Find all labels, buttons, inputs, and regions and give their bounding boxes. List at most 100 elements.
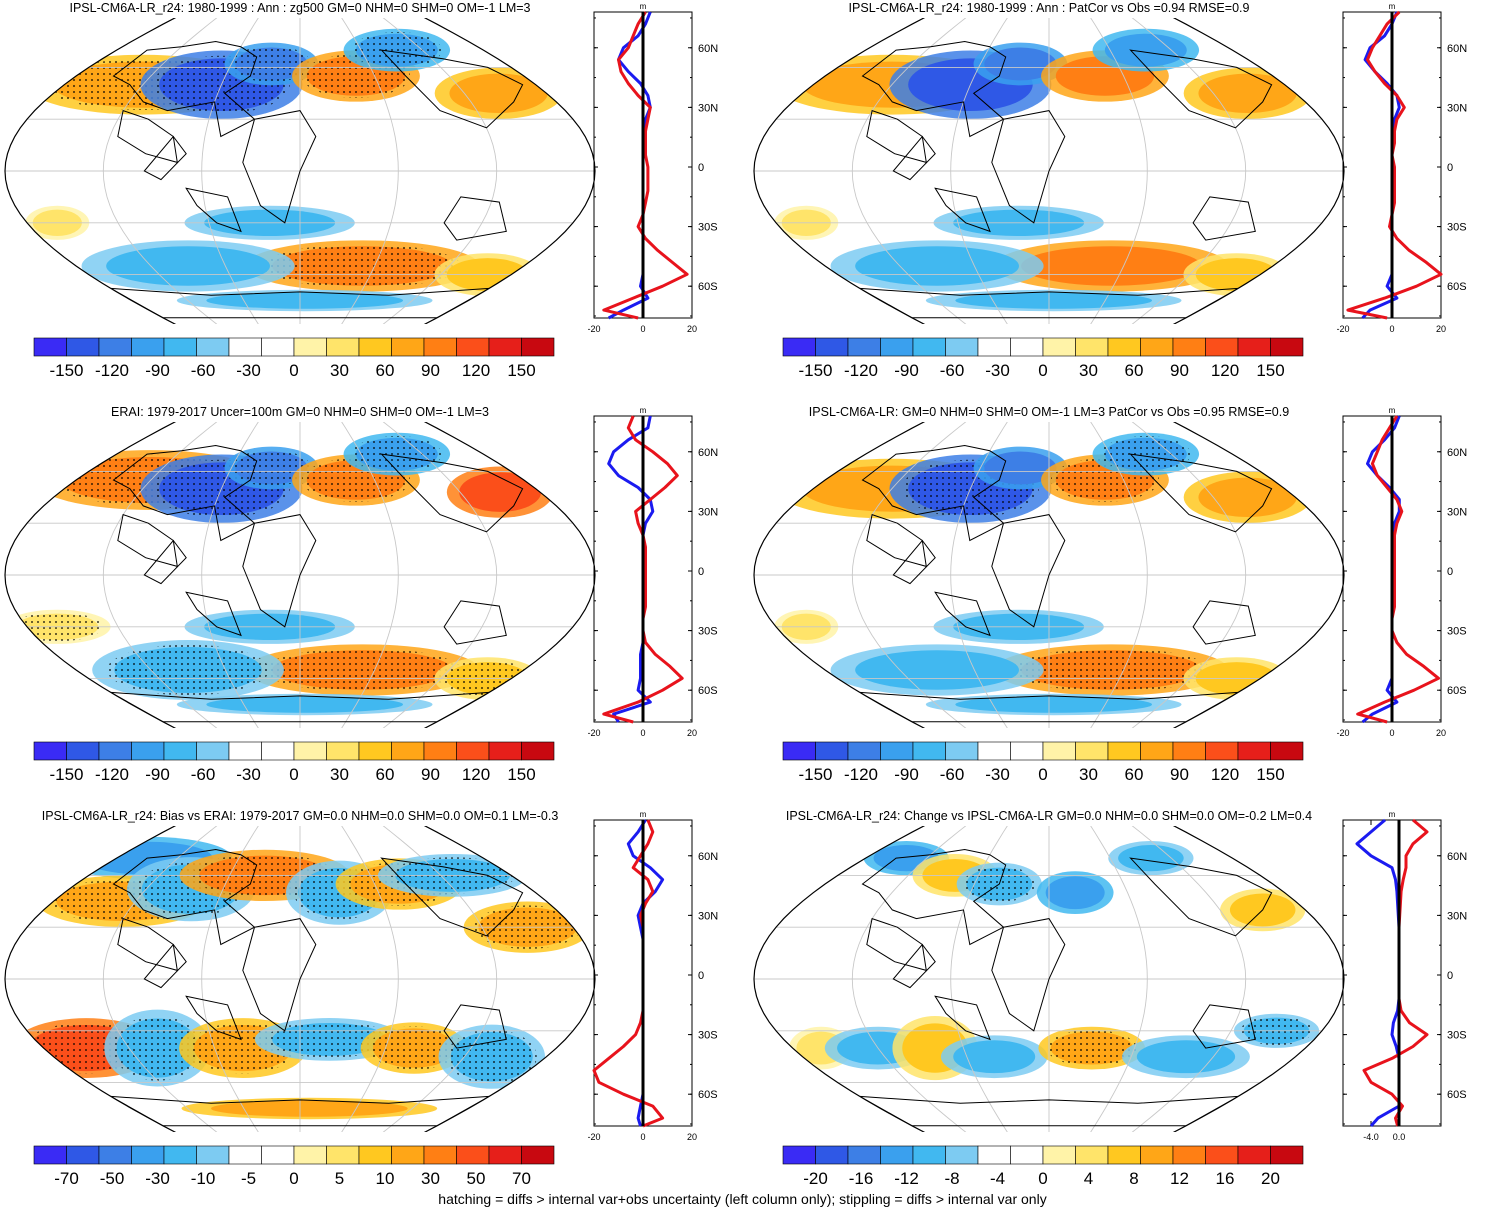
coastline bbox=[443, 1004, 507, 1049]
colorbar-label: 60 bbox=[376, 361, 395, 380]
colorbar-swatch bbox=[782, 337, 816, 357]
panel-title: IPSL-CM6A-LR_r24: 1980-1999 : Ann : zg50… bbox=[69, 1, 531, 15]
meridian-line bbox=[102, 826, 220, 1132]
anomaly-core bbox=[1104, 33, 1187, 67]
lat-label: 30S bbox=[1447, 1030, 1467, 1042]
coastline bbox=[892, 135, 936, 181]
panel-change-vs-ensemble: IPSL-CM6A-LR_r24: Change vs IPSL-CM6A-LR… bbox=[749, 808, 1485, 1212]
lat-label: 60S bbox=[1447, 685, 1467, 697]
anomaly-core bbox=[1045, 876, 1105, 910]
x-tick-label: -20 bbox=[1337, 324, 1350, 334]
coastline bbox=[892, 943, 936, 989]
colorbar-label: 60 bbox=[376, 765, 395, 784]
colorbar-swatch bbox=[98, 1145, 132, 1165]
colorbar-label: 0 bbox=[289, 361, 298, 380]
zonal-mean-profile: m 60N 30N 0 30S 60S -4.0 0.0 bbox=[1342, 810, 1467, 1142]
profile-unit: m bbox=[1389, 406, 1396, 415]
meridian-line bbox=[380, 826, 498, 1132]
x-tick-label: 0 bbox=[1389, 728, 1394, 738]
colorbar: -150 -120 -90 -60 -30 0 30 60 90 120 150 bbox=[782, 741, 1304, 784]
lat-label: 30N bbox=[698, 910, 718, 922]
colorbar-label: 0 bbox=[1038, 361, 1047, 380]
colorbar-label: -120 bbox=[95, 765, 129, 784]
colorbar-swatch bbox=[815, 741, 849, 761]
coastline bbox=[859, 1095, 1239, 1127]
colorbar-label: -16 bbox=[849, 1169, 874, 1188]
x-tick-label: -20 bbox=[588, 728, 601, 738]
colorbar-swatch bbox=[1107, 741, 1141, 761]
coastline bbox=[143, 943, 187, 989]
colorbar-label: 16 bbox=[1216, 1169, 1235, 1188]
colorbar-swatch bbox=[977, 337, 1011, 357]
coastline bbox=[110, 691, 490, 723]
anomaly-core bbox=[1021, 246, 1202, 286]
model-zonal-line bbox=[602, 415, 684, 724]
colorbar-swatch bbox=[521, 741, 555, 761]
colorbar-label: -20 bbox=[803, 1169, 828, 1188]
profile-unit: m bbox=[1389, 810, 1396, 819]
stippling bbox=[351, 436, 442, 473]
meridian-line bbox=[950, 18, 1010, 324]
colorbar-swatch bbox=[1042, 741, 1076, 761]
colorbar-swatch bbox=[131, 1145, 165, 1165]
lat-label: 30S bbox=[1447, 222, 1467, 234]
lat-label: 60S bbox=[698, 685, 718, 697]
colorbar-swatch bbox=[1075, 1145, 1109, 1165]
lat-label: 30N bbox=[698, 102, 718, 114]
meridian-line bbox=[851, 826, 969, 1132]
colorbar: -150 -120 -90 -60 -30 0 30 60 90 120 150 bbox=[33, 741, 555, 784]
profile-unit: m bbox=[1389, 2, 1396, 11]
colorbar-swatch bbox=[1205, 337, 1239, 357]
colorbar-swatch bbox=[261, 741, 295, 761]
colorbar-swatch bbox=[977, 741, 1011, 761]
colorbar-swatch bbox=[228, 1145, 262, 1165]
colorbar-swatch bbox=[521, 337, 555, 357]
colorbar-label: -30 bbox=[985, 765, 1010, 784]
colorbar-swatch bbox=[880, 1145, 914, 1165]
colorbar-label: 0 bbox=[289, 765, 298, 784]
colorbar-label: -5 bbox=[241, 1169, 256, 1188]
anomaly-core bbox=[855, 246, 1020, 286]
lat-label: 60S bbox=[1447, 1089, 1467, 1101]
colorbar-label: 8 bbox=[1129, 1169, 1138, 1188]
coastline bbox=[242, 110, 317, 224]
colorbar-swatch bbox=[1107, 1145, 1141, 1165]
meridian-line bbox=[380, 422, 498, 728]
x-tick-label: 20 bbox=[687, 1132, 697, 1142]
colorbar-swatch bbox=[488, 337, 522, 357]
lat-label: 0 bbox=[698, 566, 704, 578]
colorbar-swatch bbox=[945, 337, 979, 357]
robinson-map bbox=[4, 826, 596, 1132]
colorbar-label: -150 bbox=[49, 765, 83, 784]
colorbar-swatch bbox=[33, 741, 67, 761]
coastline bbox=[443, 600, 507, 645]
meridian-line bbox=[1129, 422, 1247, 728]
colorbar-swatch bbox=[1042, 337, 1076, 357]
meridian-line bbox=[1129, 826, 1247, 1132]
colorbar-label: -90 bbox=[894, 765, 919, 784]
colorbar-swatch bbox=[66, 337, 100, 357]
colorbar-label: 150 bbox=[507, 361, 535, 380]
coastline bbox=[1192, 1004, 1256, 1049]
colorbar-label: -60 bbox=[191, 361, 216, 380]
stippling bbox=[112, 1015, 203, 1081]
colorbar-swatch bbox=[521, 1145, 555, 1165]
anomaly-core bbox=[855, 650, 1020, 690]
panel-bias-vs-erai: IPSL-CM6A-LR_r24: Bias vs ERAI: 1979-201… bbox=[0, 808, 742, 1212]
stippling bbox=[351, 32, 442, 69]
colorbar-swatch bbox=[488, 741, 522, 761]
map-border bbox=[753, 826, 1345, 1132]
anomaly-core bbox=[953, 1040, 1036, 1074]
colorbar-swatch bbox=[293, 337, 327, 357]
coastline bbox=[991, 918, 1066, 1032]
colorbar-swatch bbox=[912, 741, 946, 761]
colorbar-swatch bbox=[1270, 1145, 1304, 1165]
robinson-map bbox=[753, 18, 1345, 324]
anomaly-core bbox=[1136, 1040, 1236, 1074]
colorbar: -20 -16 -12 -8 -4 0 4 8 12 16 20 bbox=[782, 1145, 1304, 1188]
zonal-mean-profile: m 60N 30N 0 30S 60S -20 0 20 bbox=[588, 406, 718, 738]
colorbar-swatch bbox=[1172, 337, 1206, 357]
colorbar-label: -50 bbox=[100, 1169, 125, 1188]
model-zonal-line bbox=[1346, 10, 1443, 320]
stippling bbox=[1012, 648, 1211, 692]
